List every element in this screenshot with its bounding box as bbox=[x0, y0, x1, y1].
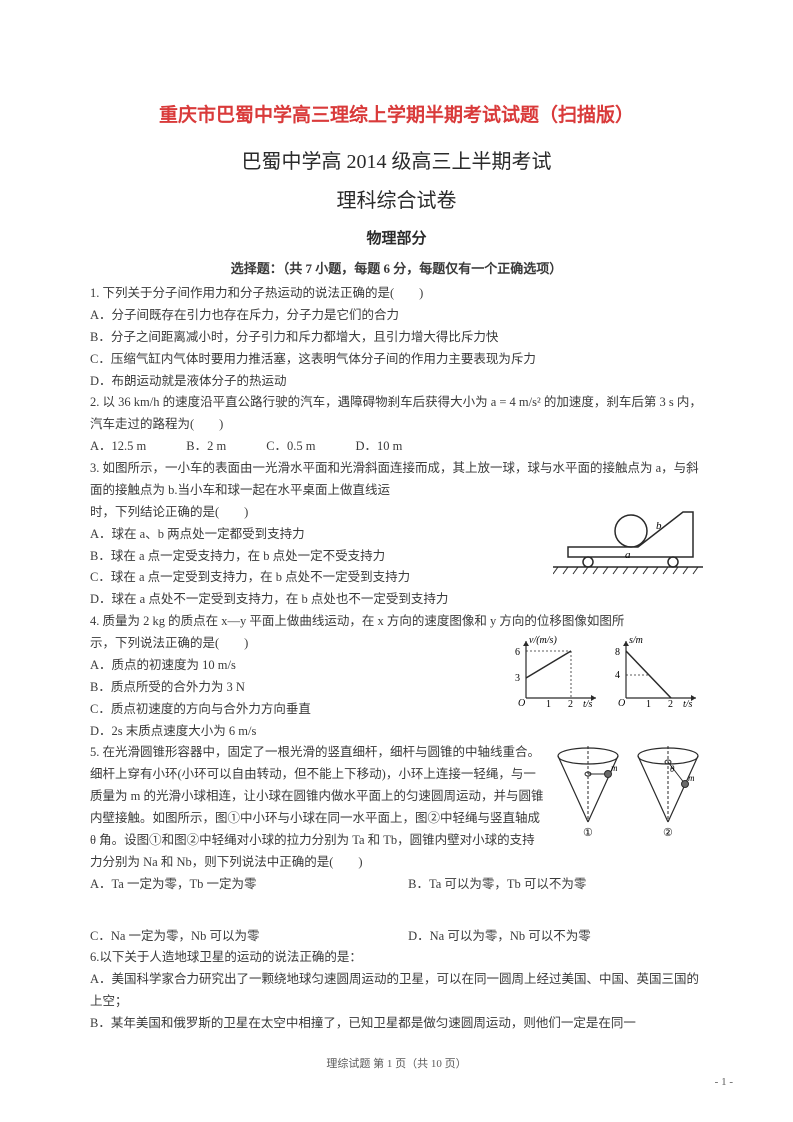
q4-d: D．2s 末质点速度大小为 6 m/s bbox=[90, 721, 703, 743]
q6-b: B．某年美国和俄罗斯的卫星在太空中相撞了，已知卫星都是做匀速圆周运动，则他们一定… bbox=[90, 1013, 703, 1035]
svg-text:θ: θ bbox=[670, 764, 675, 774]
exam-page: 重庆市巴蜀中学高三理综上学期半期考试试题（扫描版） 巴蜀中学高 2014 级高三… bbox=[0, 0, 793, 1114]
page-number: - 1 - bbox=[715, 1076, 733, 1088]
svg-text:v/(m/s): v/(m/s) bbox=[529, 635, 557, 646]
q3-stem1: 3. 如图所示，一小车的表面由一光滑水平面和光滑斜面连接而成，其上放一球，球与水… bbox=[90, 458, 703, 502]
svg-text:O: O bbox=[618, 698, 625, 709]
svg-text:t/s: t/s bbox=[683, 699, 693, 710]
svg-text:2: 2 bbox=[668, 699, 673, 710]
q6-a: A．美国科学家合力研究出了一颗绕地球匀速圆周运动的卫星，可以在同一圆周上经过美国… bbox=[90, 969, 703, 1013]
q1-d: D．布朗运动就是液体分子的热运动 bbox=[90, 371, 703, 393]
svg-text:O: O bbox=[518, 698, 525, 709]
cart-ball-figure: a b bbox=[553, 502, 703, 577]
q4-stem1: 4. 质量为 2 kg 的质点在 x—y 平面上做曲线运动，在 x 方向的速度图… bbox=[90, 611, 703, 633]
svg-text:m: m bbox=[611, 763, 618, 773]
q2-a: A．12.5 m bbox=[90, 436, 146, 458]
svg-text:1: 1 bbox=[546, 699, 551, 710]
displacement-graph: 8 4 O 1 2 s/m t/s bbox=[611, 633, 703, 711]
body-text: 1. 下列关于分子间作用力和分子热运动的说法正确的是( ) A．分子间既存在引力… bbox=[90, 283, 703, 1074]
svg-text:①: ① bbox=[583, 827, 593, 839]
svg-text:2: 2 bbox=[568, 699, 573, 710]
svg-text:4: 4 bbox=[615, 670, 620, 681]
cone-figures: m ① m θ ② bbox=[553, 744, 703, 839]
label-b: b bbox=[656, 520, 662, 532]
q2-b: B．2 m bbox=[186, 436, 226, 458]
q6-stem: 6.以下关于人造地球卫星的运动的说法正确的是： bbox=[90, 947, 703, 969]
page-footer: 理综试题 第 1 页（共 10 页） bbox=[90, 1055, 703, 1074]
q3-d: D．球在 a 点处不一定受到支持力，在 b 点处也不一定受到支持力 bbox=[90, 589, 703, 611]
q5-c: C．Na 一定为零，Nb 可以为零 bbox=[90, 926, 378, 948]
q5-d: D．Na 可以为零，Nb 可以不为零 bbox=[408, 926, 696, 948]
q2-d: D．10 m bbox=[356, 436, 403, 458]
q2-stem: 2. 以 36 km/h 的速度沿平直公路行驶的汽车，遇障碍物刹车后获得大小为 … bbox=[90, 392, 703, 436]
svg-text:m: m bbox=[688, 773, 695, 783]
main-title: 巴蜀中学高 2014 级高三上半期考试 bbox=[90, 145, 703, 174]
velocity-graph: 6 3 O 1 2 v/(m/s) t/s bbox=[511, 633, 603, 711]
svg-text:②: ② bbox=[663, 827, 673, 839]
q2-options: A．12.5 m B．2 m C．0.5 m D．10 m bbox=[90, 436, 703, 458]
q2-c: C．0.5 m bbox=[266, 436, 315, 458]
svg-text:3: 3 bbox=[515, 673, 520, 684]
document-title: 重庆市巴蜀中学高三理综上学期半期考试试题（扫描版） bbox=[90, 100, 703, 127]
q1-b: B．分子之间距离减小时，分子引力和斥力都增大，且引力增大得比斥力快 bbox=[90, 327, 703, 349]
q5-b: B．Ta 可以为零，Tb 可以不为零 bbox=[408, 874, 696, 896]
q5-options: A．Ta 一定为零，Tb 一定为零 B．Ta 可以为零，Tb 可以不为零 C．N… bbox=[90, 874, 703, 948]
svg-text:t/s: t/s bbox=[583, 699, 593, 710]
sub-title: 理科综合试卷 bbox=[90, 184, 703, 213]
instruction: 选择题：（共 7 小题，每题 6 分，每题仅有一个正确选项） bbox=[90, 258, 703, 277]
q5-a: A．Ta 一定为零，Tb 一定为零 bbox=[90, 874, 378, 896]
q1-c: C．压缩气缸内气体时要用力推活塞，这表明气体分子间的作用力主要表现为斥力 bbox=[90, 349, 703, 371]
cone-2: m θ ② bbox=[633, 744, 703, 839]
svg-text:1: 1 bbox=[646, 699, 651, 710]
q1-stem: 1. 下列关于分子间作用力和分子热运动的说法正确的是( ) bbox=[90, 283, 703, 305]
q1-a: A．分子间既存在引力也存在斥力，分子力是它们的合力 bbox=[90, 305, 703, 327]
label-a: a bbox=[625, 549, 631, 561]
svg-text:8: 8 bbox=[615, 647, 620, 658]
svg-text:6: 6 bbox=[515, 647, 520, 658]
cone-1: m ① bbox=[553, 744, 623, 839]
section-title: 物理部分 bbox=[90, 227, 703, 248]
svg-text:s/m: s/m bbox=[629, 635, 643, 646]
q4-graphs: 6 3 O 1 2 v/(m/s) t/s 8 4 O 1 2 bbox=[511, 633, 703, 711]
